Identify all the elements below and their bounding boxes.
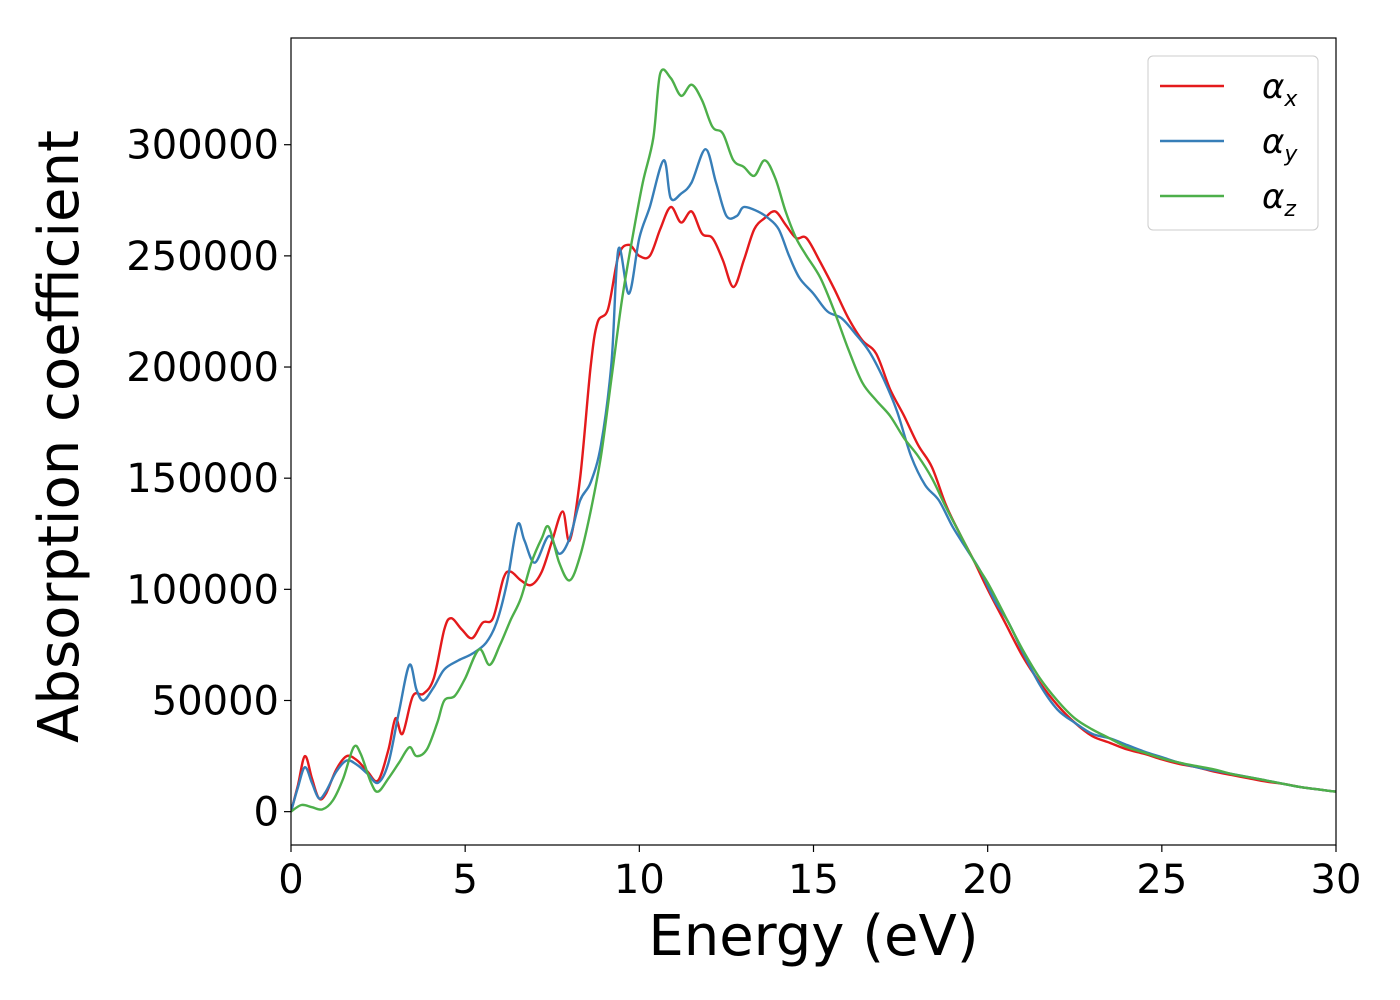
y-tick-label: 150000 (126, 456, 279, 502)
plot-lines (291, 68, 1336, 813)
legend-label-x: αx (1262, 67, 1298, 112)
series-line-y (291, 148, 1336, 813)
legend: αx αy αz (1147, 55, 1319, 231)
x-tick-label: 25 (1136, 857, 1187, 903)
y-axis: 0 50000 100000 150000 200000 250000 300000 (126, 123, 291, 836)
y-tick-label: 300000 (126, 123, 279, 169)
y-tick-label: 50000 (152, 678, 279, 724)
x-axis: 0 5 10 15 20 25 30 (278, 845, 1361, 903)
x-tick-label: 20 (962, 857, 1013, 903)
y-tick-label: 200000 (126, 345, 279, 391)
legend-label-z: αz (1262, 177, 1296, 222)
x-tick-label: 10 (614, 857, 665, 903)
y-tick-label: 250000 (126, 234, 279, 280)
x-tick-label: 5 (452, 857, 477, 903)
x-tick-label: 0 (278, 857, 303, 903)
x-tick-label: 15 (788, 857, 839, 903)
legend-label-y: αy (1262, 122, 1298, 167)
x-axis-label: Energy (eV) (648, 904, 978, 969)
x-tick-label: 30 (1311, 857, 1362, 903)
series-line-x (291, 205, 1336, 813)
y-tick-label: 100000 (126, 567, 279, 613)
series-line-z (291, 68, 1336, 813)
y-axis-label: Absorption coefficient (27, 130, 92, 743)
legend-box (1147, 55, 1319, 231)
y-tick-label: 0 (254, 790, 279, 836)
